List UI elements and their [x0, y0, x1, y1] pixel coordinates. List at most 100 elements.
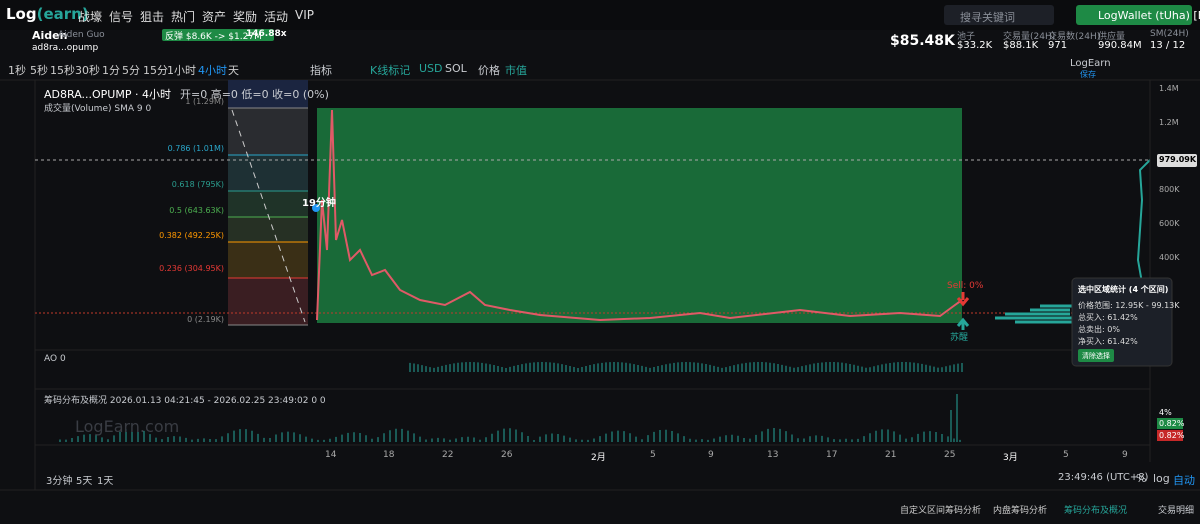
- kline-mark[interactable]: K线标记: [370, 64, 411, 77]
- clock: 23:49:46 (UTC+8): [1058, 472, 1149, 483]
- stat-label: 交易数(24H): [1048, 32, 1101, 42]
- usd[interactable]: USD: [419, 62, 443, 75]
- date-label: 13: [767, 450, 779, 460]
- sell-arrow: [956, 292, 970, 307]
- stat-value: $88.1K: [1003, 40, 1039, 51]
- date-label: 14: [325, 450, 337, 460]
- range[interactable]: 1天: [97, 476, 114, 487]
- menu-item[interactable]: VIP: [295, 8, 314, 22]
- fib-label: 0.382 (492.25K): [159, 231, 224, 240]
- fib-band: [228, 155, 308, 191]
- fib-band: [228, 191, 308, 217]
- range[interactable]: 3分钟: [46, 476, 73, 487]
- tooltip-line: 总卖出: 0%: [1078, 325, 1120, 334]
- fib-band: [228, 242, 308, 278]
- date-label: 18: [383, 450, 395, 460]
- search-bg[interactable]: [944, 5, 1054, 25]
- menu-item[interactable]: 奖励: [233, 10, 258, 24]
- stat-label: 供应量: [1098, 32, 1126, 42]
- fib-label: 0.236 (304.95K): [159, 264, 224, 273]
- price-label: 979.09K: [1159, 155, 1197, 164]
- menu-item[interactable]: 信号: [109, 10, 134, 24]
- wallet-bg[interactable]: [1076, 5, 1192, 25]
- interval[interactable]: 5秒: [30, 64, 48, 77]
- fib-band: [228, 278, 308, 325]
- volume-profile: [995, 304, 1080, 324]
- tooltip-line: 价格范围: 12.95K - 99.13K: [1078, 301, 1180, 310]
- trades[interactable]: 交易明细: [1158, 506, 1195, 516]
- date-label: 2月: [591, 453, 606, 463]
- menu-item[interactable]: 活动: [264, 10, 289, 24]
- price-label: 1.4M: [1159, 84, 1179, 93]
- price-toggle[interactable]: 价格: [478, 64, 500, 77]
- percent[interactable]: %: [1136, 472, 1147, 485]
- dist-axis-label: 0.82%: [1159, 419, 1185, 428]
- rebound-bg: [162, 29, 274, 41]
- fib-label: 0.5 (643.63K): [169, 206, 224, 215]
- date-label: 21: [885, 450, 897, 460]
- search[interactable]: 搜寻关键词: [960, 11, 1015, 24]
- date-label: 26: [501, 450, 513, 460]
- indicator[interactable]: 指标: [310, 64, 332, 77]
- ao-label: AO 0: [44, 354, 66, 364]
- interval[interactable]: 30秒: [75, 64, 100, 77]
- mcap-toggle[interactable]: 市值: [505, 64, 527, 77]
- interval[interactable]: 15秒: [50, 64, 75, 77]
- volume-label: 成交量(Volume) SMA 9 0: [44, 104, 152, 114]
- footer-tab[interactable]: 筹码分布及概况: [1064, 506, 1128, 516]
- brand[interactable]: LogEarn: [1070, 58, 1111, 69]
- multiple: 146.88x: [246, 29, 287, 39]
- tooltip-button[interactable]: 清除选择: [1082, 352, 1110, 360]
- stat-label: 池子: [957, 32, 976, 42]
- marker-dot: [312, 204, 320, 212]
- tooltip-button-bg[interactable]: [1078, 349, 1114, 362]
- selection-box: [317, 108, 962, 323]
- range[interactable]: 5天: [76, 476, 93, 487]
- fib-band: [228, 217, 308, 242]
- price-trace: [316, 109, 963, 322]
- buy-arrow: [956, 317, 970, 330]
- menu-item[interactable]: 热门: [171, 10, 196, 24]
- user-full: Aiden Guo: [58, 30, 105, 40]
- footer-tab[interactable]: 内盘筹码分析: [993, 506, 1048, 516]
- interval[interactable]: 1秒: [8, 64, 26, 77]
- dist-label: 筹码分布及概况 2026.01.13 04:21:45 - 2026.02.25…: [44, 396, 326, 406]
- date-label: 5: [1063, 450, 1069, 460]
- logo[interactable]: Log(earn): [6, 5, 89, 23]
- menu-item[interactable]: 资产: [202, 10, 227, 24]
- log[interactable]: log: [1153, 472, 1170, 485]
- sol[interactable]: SOL: [445, 62, 467, 75]
- wallet-button[interactable]: LogWallet (tUha) [EOA]: [1098, 9, 1200, 22]
- date-label: 17: [826, 450, 838, 460]
- date-label: 9: [1122, 450, 1128, 460]
- fib-label: 0 (2.19K): [187, 315, 224, 324]
- wake-label: 苏醒: [950, 333, 969, 343]
- save[interactable]: 保存: [1080, 70, 1096, 79]
- price-tag: [1157, 154, 1197, 167]
- date-label: 22: [442, 450, 454, 460]
- price-label: 400K: [1159, 253, 1180, 262]
- interval[interactable]: 1分: [102, 64, 120, 77]
- watermark: LogEarn.com: [75, 417, 180, 436]
- fib-lines: [228, 107, 308, 326]
- fib-band: [228, 108, 308, 155]
- interval[interactable]: 5分: [122, 64, 140, 77]
- footer-tab[interactable]: 自定义区间筹码分析: [900, 506, 982, 516]
- interval[interactable]: 4小时: [198, 64, 227, 77]
- date-label: 25: [944, 450, 956, 460]
- ao-bars: [409, 362, 963, 372]
- price-label: 1.2M: [1159, 118, 1179, 127]
- marker-time: 19分钟: [302, 198, 336, 209]
- auto[interactable]: 自动: [1173, 474, 1195, 487]
- dist-axis-label: 0.82%: [1159, 431, 1185, 440]
- interval[interactable]: 15分: [143, 64, 168, 77]
- stat-value: $33.2K: [957, 40, 993, 51]
- interval[interactable]: 天: [228, 64, 239, 77]
- interval[interactable]: 1小时: [167, 64, 196, 77]
- stat-value: 990.84M: [1098, 40, 1142, 51]
- price-label: 800K: [1159, 185, 1180, 194]
- menu-item[interactable]: 狙击: [140, 10, 165, 24]
- fib-label: 0.786 (1.01M): [167, 144, 224, 153]
- menu-item[interactable]: 战壕: [78, 10, 103, 24]
